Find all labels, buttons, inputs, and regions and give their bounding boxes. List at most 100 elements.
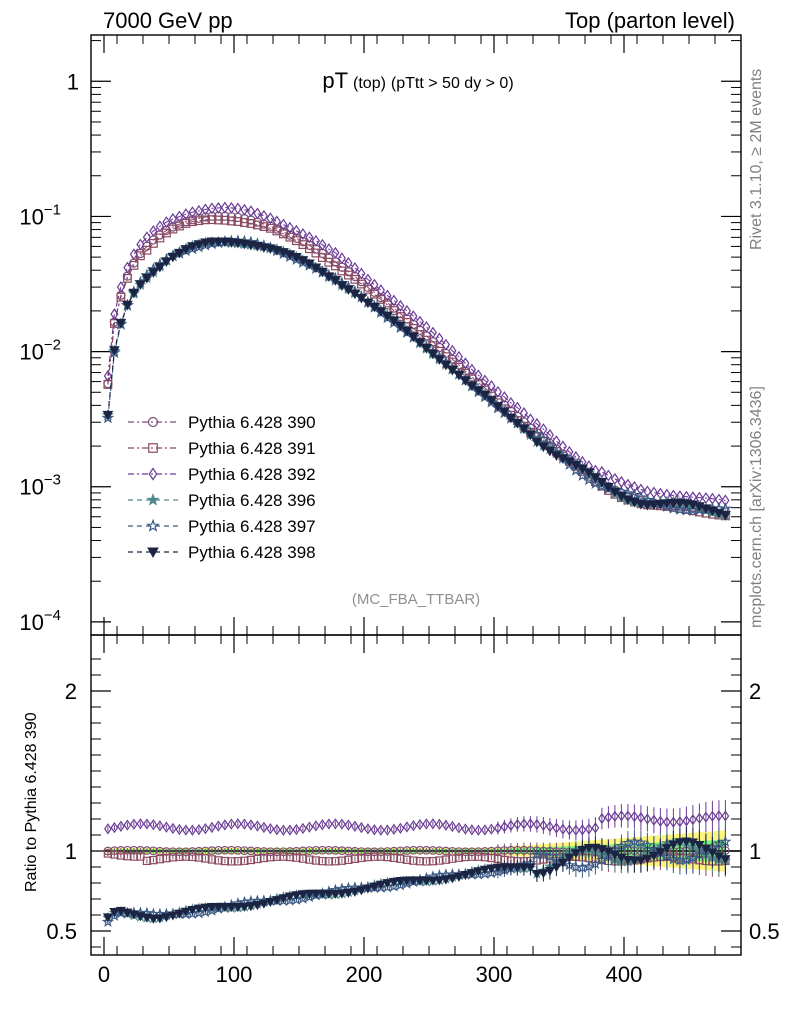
main-series-6-marker [193,240,205,250]
ratio-series-2-marker [415,857,425,866]
ratio-series-6-marker [265,897,276,908]
ratio-series-1-marker [331,845,340,855]
main-series-6-marker [180,245,192,255]
ratio-series-6-marker [512,863,523,873]
ratio-series-3-marker [552,822,561,834]
ratio-series-1-marker [311,845,321,855]
ratio-series-6-marker [349,887,360,897]
ratio-series-3-marker [266,822,275,835]
ratio-series-5-marker [589,857,602,870]
ratio-series-3-marker [286,824,294,836]
main-series-3-marker [383,289,392,302]
ratio-series-6-marker [414,876,425,886]
main-series-6-marker [414,338,426,349]
ratio-series-3-marker [578,824,587,836]
ratio-series-3-marker [481,824,489,836]
ratio-series-3-marker [461,823,470,835]
ratio-series-3-marker [572,824,580,836]
ratio-series-6-marker [180,907,191,917]
ratio-series-3-marker [247,819,255,831]
main-series-6-marker [525,430,536,441]
ratio-series-6-marker [473,867,484,877]
ratio-series-6-marker [505,863,516,873]
ratio-series-6-marker [499,863,510,873]
main-series-3-marker [123,261,132,274]
main-series-6-marker [440,360,452,371]
legend: Pythia 6.428 390 Pythia 6.428 391 Pythia 6… [128,413,316,562]
main-ytick-base: 10 [19,204,43,229]
main-series-2-marker [213,215,223,225]
rivet-label: Rivet 3.1.10, ≥ 2M events [748,69,765,250]
main-series-6-marker [486,396,497,406]
ratio-series-3-marker [104,823,112,835]
ratio-series-3-marker [585,823,593,835]
ratio-series-3-marker [663,816,671,828]
legend-label-6: Pythia 6.428 398 [188,543,316,562]
main-series-2-marker [259,222,269,231]
ratio-xtick-label: 0 [98,962,110,987]
ratio-series-2-marker [162,853,171,863]
ratio-series-6-marker [687,838,698,848]
ratio-series-2-marker [428,856,438,866]
main-series-2-marker [265,223,275,233]
ratio-series-5-marker [634,836,647,848]
ratio-series-2-marker [461,852,470,862]
main-series-2-marker [116,292,126,302]
ratio-series-1-marker [428,846,438,855]
main-series-2-marker [233,217,243,226]
ratio-series-3-marker [702,811,710,823]
main-series-3-marker [519,407,529,420]
ratio-xtick-label: 200 [346,962,383,987]
ratio-series-2-marker [324,857,334,866]
ratio-series-2-marker [220,856,230,866]
ratio-ytick-label-right: 1 [749,839,761,864]
main-ytick-exp: −1 [44,201,61,218]
main-series-6-marker [583,468,595,479]
ratio-series-1-marker [259,847,269,856]
ratio-series-3-marker [312,820,320,832]
ratio-series-3-marker [487,823,496,835]
ratio-series-2-marker [487,853,496,863]
ratio-series-3-marker [708,810,717,822]
main-series-5-marker [673,502,687,516]
main-series-2-marker [311,248,321,258]
ratio-series-2-marker [110,850,119,859]
ratio-series-1-marker [142,846,152,855]
ratio-series-3-marker [455,822,463,834]
ratio-series-3-marker [474,824,483,836]
main-series-3-marker [435,332,444,345]
ratio-series-3-marker [208,821,216,834]
main-series-3-marker [350,261,360,274]
main-series-2-marker [148,238,158,248]
ratio-series-6-marker [369,882,380,892]
ratio-series-3-marker [305,821,314,833]
ratio-series-3-marker [429,818,437,830]
ratio-series-6-marker [674,838,685,848]
ratio-series-3-marker [513,818,522,831]
ratio-series-6-marker [148,914,159,924]
ratio-series-3-marker [325,818,333,830]
main-series-3-marker [162,216,171,229]
main-series-6-marker [161,257,172,268]
ratio-series-1-marker [402,846,412,855]
ratio-series-6-marker [304,889,315,899]
ratio-series-6-marker [343,888,354,898]
ratio-series-3-marker [234,818,242,830]
main-series-3-marker [376,284,386,297]
ratio-series-3-marker [409,819,418,832]
ratio-series-2-marker [357,853,366,863]
main-series-3-marker [448,344,457,357]
ratio-series-2-marker [142,856,152,866]
main-series-3-marker [389,294,399,307]
ratio-series-6-marker [629,856,640,866]
ratio-series-3-marker [117,820,125,832]
ratio-series-2-marker [441,855,451,864]
ratio-panel: 0.5 0.5 1 1 2 2 0 100 200 300 400 Ratio to Pythia… [23,634,780,987]
main-series-3-marker [506,396,516,409]
main-series-2-marker [155,233,165,243]
main-series-3-marker [246,205,256,218]
ratio-series-6-marker [245,902,256,912]
ratio-series-2-marker [214,856,223,865]
main-series-3-marker [422,321,431,334]
